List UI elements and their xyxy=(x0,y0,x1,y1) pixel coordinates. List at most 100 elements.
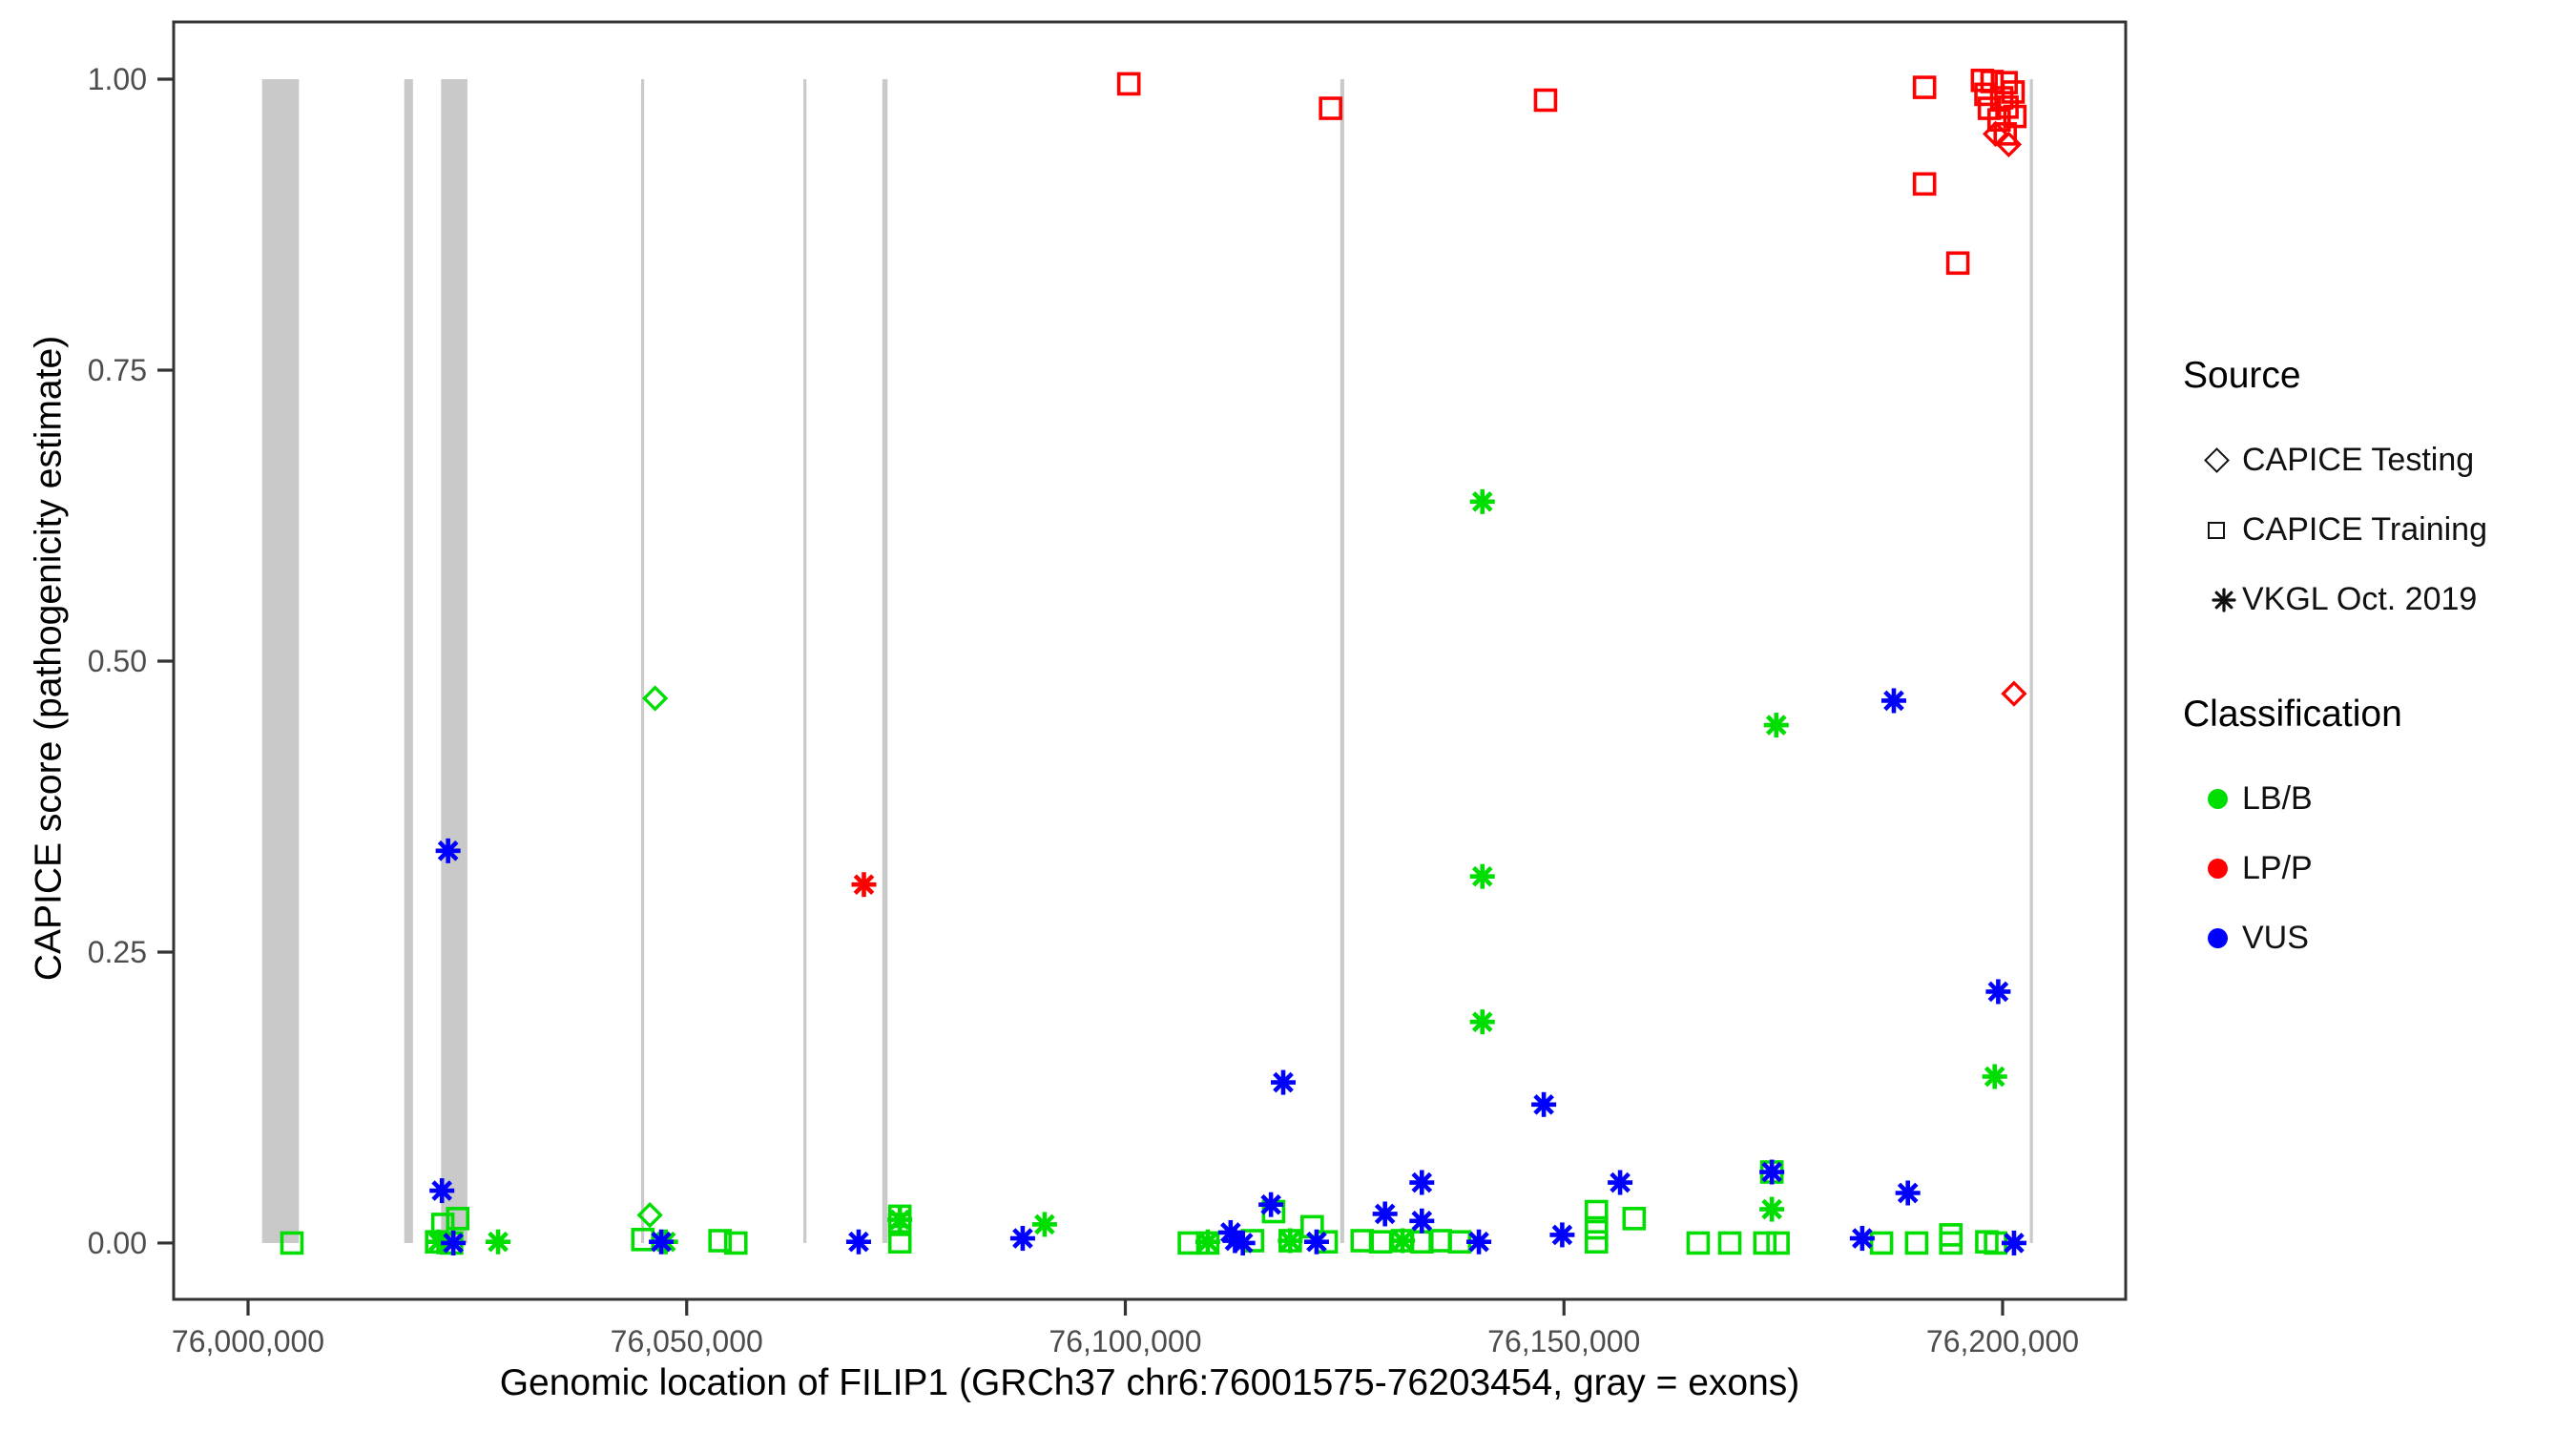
data-point-square xyxy=(1766,1231,1790,1255)
data-point-asterisk xyxy=(1469,488,1495,514)
exon-bar xyxy=(404,79,413,1243)
data-point-asterisk xyxy=(1849,1226,1875,1252)
lpp-dot-icon xyxy=(2208,859,2228,879)
data-point-asterisk xyxy=(649,1229,675,1255)
data-point-square xyxy=(1974,82,1998,107)
x-tick-label: 76,000,000 xyxy=(172,1324,324,1358)
data-point-asterisk xyxy=(1880,688,1906,714)
data-point-square xyxy=(1987,108,2011,133)
data-point-asterisk xyxy=(1982,1064,2007,1089)
data-point-square xyxy=(1939,1231,1963,1255)
y-tick-label: 0.00 xyxy=(88,1226,147,1260)
data-point-asterisk xyxy=(435,838,461,863)
data-point-square xyxy=(2001,80,2025,104)
data-point-asterisk xyxy=(1390,1228,1416,1254)
data-point-square xyxy=(723,1231,748,1255)
data-point-square xyxy=(1584,1215,1609,1240)
data-point-asterisk xyxy=(845,1229,871,1255)
data-point-asterisk xyxy=(1031,1212,1057,1237)
legend-item-capice-training: CAPICE Training xyxy=(2183,495,2574,565)
legend-item-lpp: LP/P xyxy=(2183,834,2574,903)
data-point-square xyxy=(1584,1230,1609,1255)
legend-source-title: Source xyxy=(2183,355,2301,396)
data-point-asterisk xyxy=(429,1178,455,1204)
legend-item-label: CAPICE Testing xyxy=(2242,442,2475,478)
data-point-diamond xyxy=(2001,680,2027,707)
data-point-square xyxy=(1533,88,1558,113)
legend-item-label: CAPICE Training xyxy=(2242,511,2487,548)
data-point-square xyxy=(1912,75,1937,99)
asterisk-icon xyxy=(2212,587,2236,612)
diamond-icon xyxy=(2204,447,2230,473)
data-point-square xyxy=(1869,1231,1894,1255)
y-tick-label: 0.50 xyxy=(88,644,147,678)
data-point-asterisk xyxy=(1195,1229,1220,1255)
data-point-asterisk xyxy=(486,1229,511,1255)
x-tick-label: 76,150,000 xyxy=(1487,1324,1640,1358)
x-tick-label: 76,050,000 xyxy=(611,1324,763,1358)
data-point-square xyxy=(1753,1231,1777,1255)
data-point-asterisk xyxy=(1469,1009,1495,1035)
data-point-asterisk xyxy=(1895,1180,1921,1206)
data-point-asterisk xyxy=(1985,979,2011,1005)
data-point-asterisk xyxy=(1372,1201,1398,1227)
data-point-square xyxy=(1300,1214,1324,1239)
data-point-square xyxy=(1319,96,1342,120)
square-icon xyxy=(2208,521,2225,539)
legend-item-capice-testing: CAPICE Testing xyxy=(2183,425,2574,495)
data-point-asterisk xyxy=(1466,1229,1492,1255)
y-tick-label: 1.00 xyxy=(88,62,147,96)
data-point-asterisk xyxy=(1409,1208,1435,1234)
data-point-square xyxy=(1717,1231,1742,1255)
exon-bar xyxy=(441,79,467,1243)
data-point-square xyxy=(1939,1223,1963,1247)
data-point-square xyxy=(1584,1199,1609,1224)
data-point-asterisk xyxy=(1549,1222,1575,1248)
legend-item-vus: VUS xyxy=(2183,903,2574,973)
legend-item-label: LP/P xyxy=(2242,850,2313,886)
y-tick-label: 0.25 xyxy=(88,935,147,969)
data-point-asterisk xyxy=(1608,1170,1633,1195)
x-axis-title: Genomic location of FILIP1 (GRCh37 chr6:… xyxy=(499,1362,1800,1403)
data-point-asterisk xyxy=(1469,863,1495,889)
data-point-asterisk xyxy=(1271,1069,1297,1095)
legend: Source CAPICE Testing CAPICE Training VK… xyxy=(2183,355,2574,973)
data-point-asterisk xyxy=(441,1230,467,1255)
legend-item-lbb: LB/B xyxy=(2183,764,2574,834)
x-tick-label: 76,200,000 xyxy=(1926,1324,2079,1358)
data-point-asterisk xyxy=(1258,1192,1284,1217)
vus-dot-icon xyxy=(2208,928,2228,948)
legend-classification-title: Classification xyxy=(2183,694,2402,735)
legend-item-vkgl: VKGL Oct. 2019 xyxy=(2183,565,2574,634)
exon-bar xyxy=(640,79,645,1243)
x-tick-label: 76,100,000 xyxy=(1049,1324,1201,1358)
data-point-square xyxy=(631,1227,655,1252)
data-point-square xyxy=(1116,72,1141,96)
data-point-square xyxy=(1945,251,1970,276)
data-point-asterisk xyxy=(1278,1228,1303,1254)
exon-bar xyxy=(1340,79,1344,1243)
data-point-asterisk xyxy=(851,872,877,898)
data-point-asterisk xyxy=(1763,713,1789,738)
legend-item-label: VUS xyxy=(2242,920,2309,956)
data-point-square xyxy=(446,1207,470,1231)
exon-bar xyxy=(803,79,807,1243)
lbb-dot-icon xyxy=(2208,789,2228,809)
exon-bar xyxy=(2029,79,2033,1243)
legend-item-label: VKGL Oct. 2019 xyxy=(2242,581,2478,617)
data-point-diamond xyxy=(636,1202,663,1229)
data-point-asterisk xyxy=(1303,1229,1329,1255)
data-point-square xyxy=(1993,122,2018,146)
data-point-asterisk xyxy=(2001,1230,2026,1255)
y-tick-label: 0.75 xyxy=(88,353,147,387)
data-point-square xyxy=(708,1229,732,1253)
data-point-asterisk xyxy=(1009,1226,1035,1252)
data-point-asterisk xyxy=(1409,1170,1435,1195)
data-point-asterisk xyxy=(1531,1091,1557,1117)
data-point-asterisk xyxy=(887,1207,913,1233)
legend-item-label: LB/B xyxy=(2242,780,2313,817)
data-point-asterisk xyxy=(1759,1159,1785,1185)
data-point-square xyxy=(1904,1231,1929,1255)
